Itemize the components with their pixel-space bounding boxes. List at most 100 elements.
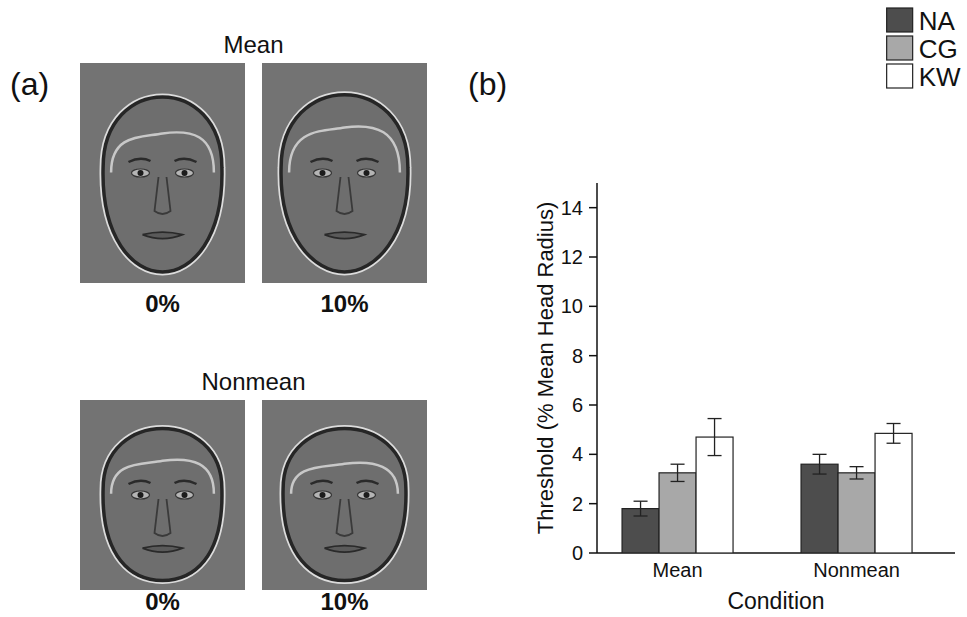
y-tick xyxy=(589,552,597,554)
figure: (a)Mean0%10%Nonmean0%10%(b)02468101214Me… xyxy=(0,0,967,617)
pupil xyxy=(182,170,188,176)
x-tick-label: Nonmean xyxy=(813,559,900,581)
image-background xyxy=(80,63,245,283)
error-stem xyxy=(677,464,678,481)
eye xyxy=(314,491,332,499)
legend-swatch xyxy=(887,36,913,60)
image-background xyxy=(262,400,427,590)
y-tick-label: 8 xyxy=(572,345,583,367)
pupil xyxy=(138,492,144,498)
image-background xyxy=(80,400,245,590)
group-title: Mean xyxy=(223,31,283,58)
y-tick-label: 0 xyxy=(572,542,583,564)
head-outline xyxy=(103,428,222,580)
y-tick-label: 6 xyxy=(572,394,583,416)
y-tick xyxy=(589,355,597,357)
error-cap xyxy=(813,454,827,455)
pupil xyxy=(320,170,326,176)
y-tick-label: 2 xyxy=(572,493,583,515)
brow xyxy=(357,159,379,162)
error-bar xyxy=(708,419,722,456)
eye xyxy=(132,169,150,177)
mouth xyxy=(143,232,183,239)
error-stem xyxy=(856,467,857,479)
hairline xyxy=(291,463,398,494)
error-cap xyxy=(634,501,648,502)
head-halo xyxy=(283,428,406,580)
mouth xyxy=(325,546,365,553)
brow xyxy=(311,481,333,484)
error-cap xyxy=(671,481,685,482)
bar xyxy=(875,433,912,553)
eye xyxy=(176,169,194,177)
pupil xyxy=(364,492,370,498)
y-tick-label: 10 xyxy=(561,295,583,317)
group-title: Nonmean xyxy=(201,368,305,395)
nose xyxy=(337,499,353,536)
x-tick-label: Mean xyxy=(653,559,703,581)
eye xyxy=(358,491,376,499)
legend-label: CG xyxy=(919,34,958,64)
error-bar xyxy=(850,467,864,479)
error-cap xyxy=(708,418,722,419)
panel-label: (b) xyxy=(468,66,507,102)
brow xyxy=(129,159,151,162)
head-halo xyxy=(281,95,408,272)
mouth xyxy=(325,232,365,239)
image-label: 0% xyxy=(145,588,180,615)
nose xyxy=(337,177,353,214)
nose xyxy=(155,177,171,214)
head-halo xyxy=(103,97,222,272)
x-axis-title: Condition xyxy=(727,588,824,614)
hairline xyxy=(111,460,214,494)
eye xyxy=(132,491,150,499)
eye xyxy=(314,169,332,177)
pupil xyxy=(182,492,188,498)
error-cap xyxy=(634,515,648,516)
head-outline xyxy=(281,95,408,272)
brow xyxy=(175,159,197,162)
error-bar xyxy=(671,464,685,481)
bar xyxy=(801,464,838,553)
brow xyxy=(357,481,379,484)
pupil xyxy=(138,170,144,176)
error-cap xyxy=(708,455,722,456)
legend-swatch xyxy=(887,8,913,32)
error-cap xyxy=(671,464,685,465)
eye xyxy=(176,491,194,499)
error-stem xyxy=(893,424,894,444)
error-stem xyxy=(714,419,715,456)
y-tick xyxy=(589,503,597,505)
brow xyxy=(129,481,151,484)
mouth xyxy=(143,546,183,553)
legend: NACGKW xyxy=(887,6,961,92)
bar xyxy=(838,473,875,553)
head-outline xyxy=(283,428,406,580)
head-outline xyxy=(103,97,222,272)
pupil xyxy=(364,170,370,176)
y-tick xyxy=(589,306,597,308)
nose xyxy=(155,499,171,536)
face-image xyxy=(262,400,427,590)
face-image xyxy=(262,63,427,283)
y-tick xyxy=(589,404,597,406)
hairline xyxy=(289,126,400,172)
y-axis xyxy=(596,183,598,553)
y-tick-label: 4 xyxy=(572,443,583,465)
image-label: 10% xyxy=(320,588,368,615)
bars xyxy=(622,419,912,553)
legend-label: KW xyxy=(919,62,961,92)
face-image xyxy=(80,63,245,283)
image-label: 10% xyxy=(320,290,368,317)
brow xyxy=(311,159,333,162)
hairline xyxy=(111,132,214,172)
brow xyxy=(175,481,197,484)
bar xyxy=(659,473,696,553)
error-bar xyxy=(887,424,901,444)
image-background xyxy=(262,63,427,283)
error-cap xyxy=(850,478,864,479)
y-tick-label: 14 xyxy=(561,197,583,219)
legend-swatch xyxy=(887,64,913,88)
legend-label: NA xyxy=(919,6,956,36)
error-cap xyxy=(887,423,901,424)
